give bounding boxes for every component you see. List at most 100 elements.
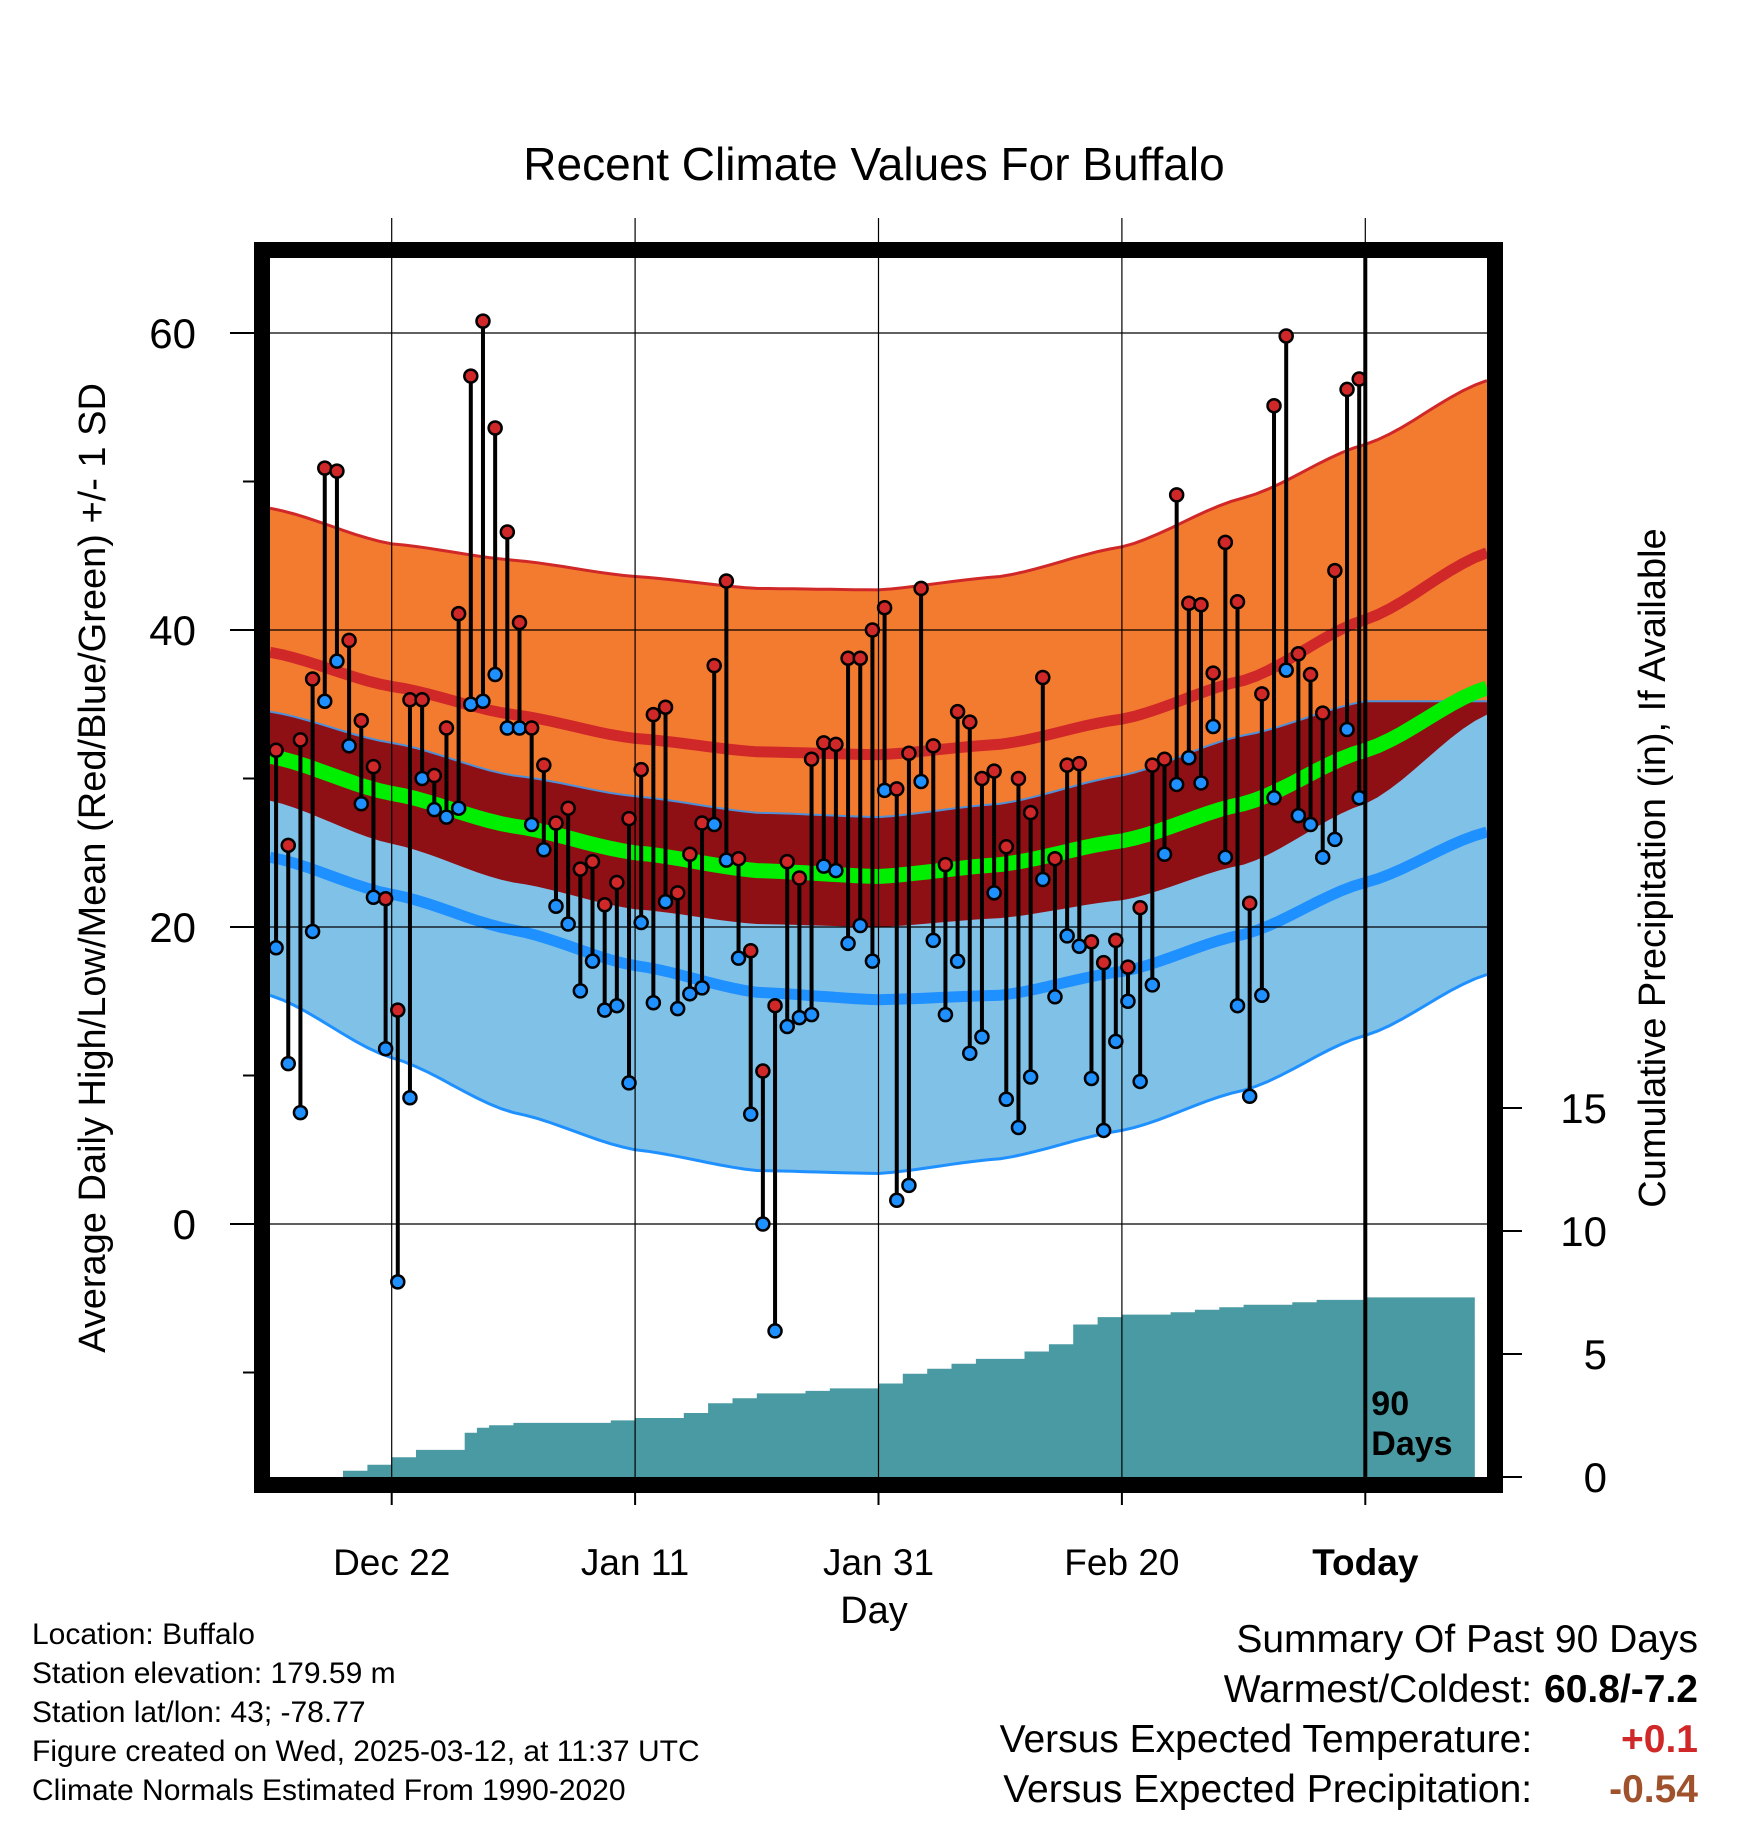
daily-low-point: [572, 983, 589, 999]
daily-low-point: [426, 801, 443, 818]
daily-low-point: [341, 738, 357, 754]
daily-high-point: [1327, 562, 1343, 579]
daily-high-point: [962, 714, 978, 730]
y2-axis-label: Cumulative Precipitation (in), If Availa…: [1632, 528, 1674, 1207]
daily-low-point: [1181, 749, 1197, 766]
points-layer: [268, 313, 1367, 1339]
daily-high-point: [1229, 594, 1246, 610]
daily-high-point: [1120, 959, 1136, 975]
daily-high-point: [1181, 595, 1197, 612]
daily-low-point: [487, 666, 503, 683]
daily-high-point: [1083, 934, 1100, 950]
daily-high-point: [450, 605, 467, 622]
daily-low-point: [584, 953, 601, 969]
daily-high-point: [682, 846, 698, 862]
daily-low-point: [937, 1006, 954, 1023]
daily-high-point: [1314, 705, 1331, 721]
daily-low-point: [548, 898, 564, 914]
daily-high-point: [755, 1063, 771, 1079]
daily-low-point: [1290, 807, 1307, 824]
y-axis-label: Average Daily High/Low/Mean (Red/Blue/Gr…: [72, 383, 114, 1353]
created-text: Figure created on Wed, 2025-03-12, at 11…: [32, 1735, 700, 1768]
daily-low-point: [889, 1192, 905, 1208]
daily-high-point: [1047, 850, 1063, 867]
daily-low-point: [438, 809, 455, 825]
daily-low-point: [1193, 775, 1209, 791]
daily-low-point: [803, 1006, 820, 1023]
daily-high-point: [767, 997, 783, 1014]
daily-high-point: [949, 703, 966, 720]
daily-low-point: [414, 770, 430, 787]
daily-high-point: [1339, 381, 1355, 398]
daily-high-point: [523, 720, 540, 736]
window-label-line: Days: [1371, 1425, 1452, 1463]
daily-high-point: [1241, 895, 1258, 911]
daily-high-point: [1156, 751, 1173, 767]
daily-low-point: [1144, 977, 1161, 993]
daily-high-point: [329, 463, 345, 479]
daily-high-point: [986, 763, 1002, 779]
daily-low-point: [402, 1090, 418, 1106]
daily-low-point: [1035, 871, 1051, 888]
daily-high-point: [1095, 954, 1112, 971]
daily-low-point: [852, 917, 868, 934]
daily-low-point: [609, 997, 625, 1014]
daily-high-point: [426, 767, 443, 784]
daily-high-point: [438, 720, 455, 736]
daily-low-point: [767, 1323, 783, 1339]
daily-high-point: [791, 870, 808, 886]
daily-low-point: [280, 1055, 297, 1072]
precip-row: Versus Expected Precipitation: -0.54: [1000, 1765, 1698, 1815]
daily-low-point: [730, 950, 747, 966]
daily-high-point: [889, 781, 905, 797]
daily-high-point: [645, 706, 662, 723]
daily-high-point: [548, 815, 564, 831]
y-tick-label: 60: [149, 310, 196, 357]
daily-high-point: [669, 885, 686, 901]
x-tick-label: Jan 11: [581, 1542, 689, 1583]
daily-low-point: [1217, 849, 1234, 865]
daily-high-point: [317, 460, 333, 476]
daily-low-point: [986, 885, 1002, 901]
daily-low-point: [876, 782, 893, 799]
daily-high-point: [475, 313, 491, 329]
daily-high-point: [633, 761, 649, 778]
daily-low-point: [1254, 987, 1270, 1004]
temp-label: Versus Expected Temperature:: [999, 1718, 1533, 1761]
daily-low-point: [1047, 989, 1063, 1005]
daily-low-point: [657, 894, 674, 910]
daily-low-point: [329, 653, 345, 669]
warm-cold-row: Warmest/Coldest: 60.8/-7.2: [1000, 1665, 1698, 1715]
y-tick-label: 0: [173, 1201, 196, 1248]
daily-high-point: [463, 368, 479, 384]
window-label: 90 Days: [1371, 1385, 1452, 1463]
daily-low-point: [1266, 790, 1282, 806]
daily-low-point: [463, 696, 479, 712]
normals-text: Climate Normals Estimated From 1990-2020: [32, 1774, 626, 1807]
daily-high-point: [596, 896, 613, 913]
daily-high-point: [621, 810, 637, 827]
daily-low-point: [682, 986, 698, 1002]
daily-low-point: [1278, 662, 1294, 678]
daily-low-point: [1083, 1070, 1100, 1087]
daily-high-point: [1035, 669, 1051, 686]
x-tick-label: Feb 20: [1064, 1542, 1179, 1583]
daily-low-point: [669, 1000, 686, 1017]
daily-high-point: [815, 735, 832, 751]
y-tick-label: 40: [149, 607, 196, 654]
latlon-text: Station lat/lon: 43; -78.77: [32, 1696, 366, 1729]
daily-high-point: [1071, 755, 1088, 772]
daily-low-point: [755, 1216, 771, 1232]
daily-low-point: [974, 1029, 990, 1045]
daily-low-point: [1095, 1122, 1112, 1139]
daily-low-point: [1314, 849, 1331, 865]
daily-low-point: [718, 852, 735, 868]
daily-low-point: [450, 800, 467, 816]
daily-high-point: [365, 758, 382, 775]
daily-low-point: [268, 940, 284, 956]
daily-low-point: [828, 862, 844, 879]
axes-layer: Dec 22 Jan 11 Jan 31 Feb 20 Today 0 20 40 60 0 5 10…: [149, 310, 1607, 1583]
y2-tick-label: 0: [1584, 1454, 1607, 1501]
daily-low-point: [1327, 831, 1343, 848]
daily-low-point: [1229, 997, 1246, 1014]
